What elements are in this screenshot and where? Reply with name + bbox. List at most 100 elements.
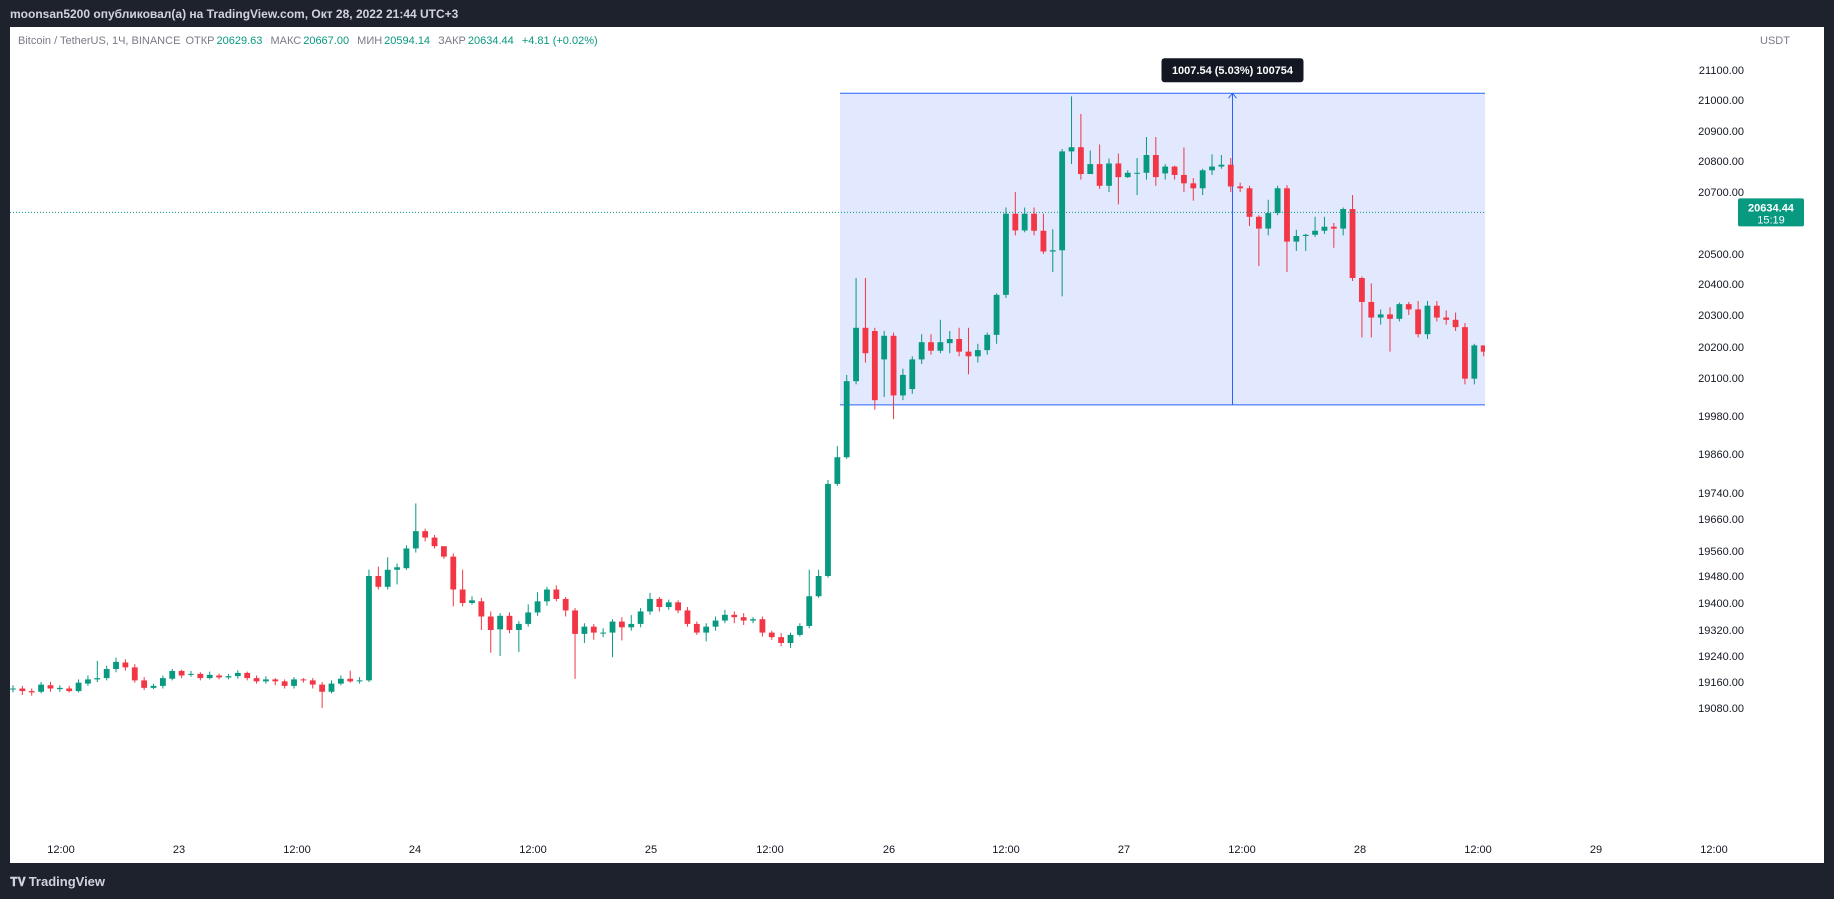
candle-body[interactable] bbox=[1443, 317, 1450, 320]
candle-body[interactable] bbox=[1387, 314, 1393, 319]
candle-body[interactable] bbox=[843, 381, 850, 458]
candle-body[interactable] bbox=[141, 680, 148, 688]
candle-body[interactable] bbox=[544, 589, 550, 602]
candle-body[interactable] bbox=[319, 684, 326, 692]
candle-body[interactable] bbox=[703, 626, 710, 633]
candle-body[interactable] bbox=[1049, 250, 1056, 252]
price-axis[interactable] bbox=[1485, 27, 1824, 863]
candle-body[interactable] bbox=[890, 335, 897, 396]
candle-body[interactable] bbox=[394, 567, 400, 570]
candle-body[interactable] bbox=[656, 598, 663, 608]
candle-body[interactable] bbox=[1321, 226, 1328, 231]
candle-body[interactable] bbox=[590, 626, 597, 633]
candle-body[interactable] bbox=[188, 673, 194, 675]
candle-body[interactable] bbox=[347, 678, 354, 682]
candle-body[interactable] bbox=[946, 339, 953, 344]
candle-body[interactable] bbox=[1143, 155, 1150, 173]
candle-body[interactable] bbox=[1480, 345, 1487, 352]
candle-body[interactable] bbox=[328, 683, 335, 692]
candle-body[interactable] bbox=[94, 678, 101, 680]
chart-pane[interactable]: 21100.00 21000.00 20900.00 20800.00 20700.00… bbox=[10, 27, 1824, 863]
candle-body[interactable] bbox=[647, 598, 653, 612]
time-axis[interactable] bbox=[10, 833, 1824, 863]
candle-body[interactable] bbox=[403, 548, 410, 569]
candle-body[interactable] bbox=[459, 589, 466, 604]
candle-body[interactable] bbox=[1124, 172, 1131, 178]
candle-body[interactable] bbox=[1040, 230, 1047, 252]
candle-body[interactable] bbox=[525, 612, 532, 624]
candle-body[interactable] bbox=[422, 531, 429, 538]
candle-body[interactable] bbox=[366, 576, 372, 681]
candle-body[interactable] bbox=[909, 359, 916, 390]
candle-body[interactable] bbox=[768, 632, 775, 638]
candle-body[interactable] bbox=[28, 691, 35, 693]
candle-body[interactable] bbox=[1209, 166, 1215, 171]
candle-body[interactable] bbox=[206, 674, 213, 679]
candle-body[interactable] bbox=[1106, 163, 1112, 186]
candle-body[interactable] bbox=[1452, 319, 1459, 328]
candle-body[interactable] bbox=[965, 351, 972, 357]
candle-body[interactable] bbox=[225, 676, 232, 678]
candle-body[interactable] bbox=[1181, 174, 1187, 184]
candle-body[interactable] bbox=[778, 637, 785, 643]
candle-body[interactable] bbox=[712, 620, 719, 627]
candle-body[interactable] bbox=[1255, 216, 1262, 229]
candle-body[interactable] bbox=[740, 617, 747, 621]
candle-body[interactable] bbox=[881, 335, 888, 360]
candle-body[interactable] bbox=[1274, 188, 1281, 214]
candle-body[interactable] bbox=[159, 678, 166, 686]
candle-body[interactable] bbox=[1349, 209, 1356, 278]
candle-body[interactable] bbox=[309, 680, 316, 685]
candle-body[interactable] bbox=[1359, 278, 1365, 302]
candle-body[interactable] bbox=[19, 688, 26, 692]
candle-body[interactable] bbox=[750, 619, 756, 621]
candle-body[interactable] bbox=[1284, 188, 1290, 242]
candle-body[interactable] bbox=[1096, 164, 1103, 186]
candle-body[interactable] bbox=[731, 614, 738, 618]
candle-body[interactable] bbox=[1377, 314, 1384, 318]
candle-body[interactable] bbox=[1265, 213, 1272, 229]
candle-body[interactable] bbox=[85, 679, 91, 684]
candle-body[interactable] bbox=[815, 576, 822, 597]
candle-body[interactable] bbox=[113, 661, 119, 669]
candle-body[interactable] bbox=[993, 294, 1000, 335]
candle-body[interactable] bbox=[431, 537, 438, 547]
candle-body[interactable] bbox=[665, 602, 672, 608]
candle-body[interactable] bbox=[356, 680, 363, 682]
candle-body[interactable] bbox=[562, 598, 569, 611]
candle-body[interactable] bbox=[1031, 213, 1037, 231]
candle-body[interactable] bbox=[1312, 230, 1318, 235]
candle-body[interactable] bbox=[234, 672, 241, 677]
candle-body[interactable] bbox=[1115, 163, 1122, 178]
candle-body[interactable] bbox=[131, 667, 138, 681]
candle-body[interactable] bbox=[534, 601, 541, 613]
candle-body[interactable] bbox=[937, 342, 944, 351]
candle-body[interactable] bbox=[806, 596, 813, 626]
candle-body[interactable] bbox=[1340, 209, 1347, 229]
candle-body[interactable] bbox=[871, 331, 878, 401]
candle-body[interactable] bbox=[66, 688, 73, 692]
candle-body[interactable] bbox=[469, 600, 475, 603]
candle-body[interactable] bbox=[450, 556, 457, 590]
candle-body[interactable] bbox=[47, 685, 54, 689]
candle-body[interactable] bbox=[216, 675, 222, 678]
candle-body[interactable] bbox=[581, 626, 588, 634]
candle-body[interactable] bbox=[1152, 155, 1159, 178]
candle-body[interactable] bbox=[412, 531, 419, 549]
candle-body[interactable] bbox=[515, 623, 522, 630]
candle-body[interactable] bbox=[291, 679, 297, 686]
candle-body[interactable] bbox=[928, 342, 934, 351]
candle-body[interactable] bbox=[1293, 236, 1300, 242]
candle-body[interactable] bbox=[1190, 183, 1197, 189]
candle-body[interactable] bbox=[497, 615, 504, 630]
candle-body[interactable] bbox=[1077, 147, 1084, 175]
currency-label[interactable]: USDT bbox=[1760, 35, 1790, 47]
candle-body[interactable] bbox=[825, 483, 831, 576]
candle-body[interactable] bbox=[10, 688, 16, 690]
candle-body[interactable] bbox=[1021, 213, 1028, 231]
candle-body[interactable] bbox=[38, 684, 45, 692]
candle-body[interactable] bbox=[272, 679, 279, 682]
candle-body[interactable] bbox=[974, 350, 981, 357]
candle-body[interactable] bbox=[834, 457, 841, 484]
candle-body[interactable] bbox=[1171, 166, 1178, 175]
